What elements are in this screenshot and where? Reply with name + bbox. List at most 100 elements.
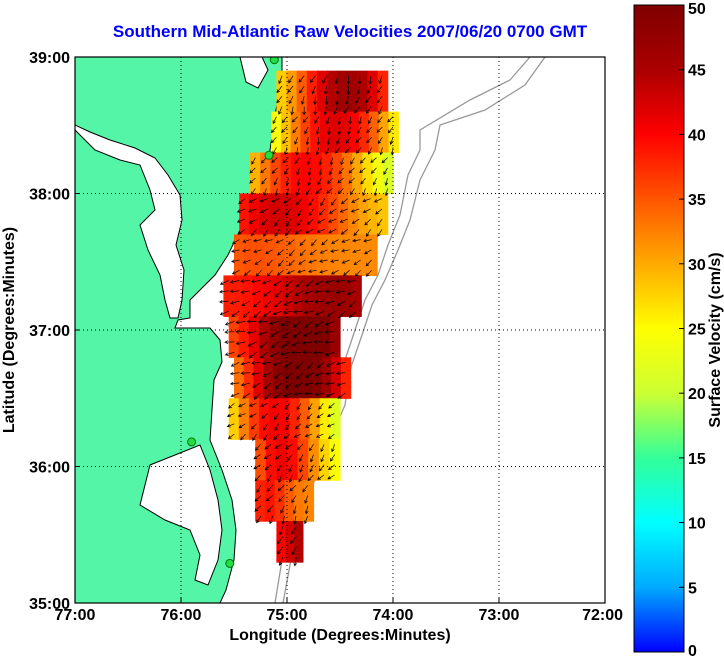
velocity-vector xyxy=(335,290,346,294)
velocity-cell xyxy=(309,316,321,358)
colorbar: 0 5 10 15 20 25 30 35 40 45 50 Surface Velocity (c… xyxy=(633,1,724,659)
velocity-cell xyxy=(233,275,244,317)
velocity-vector xyxy=(274,229,280,237)
velocity-vector xyxy=(325,321,335,326)
velocity-vector xyxy=(340,229,348,235)
velocity-vector xyxy=(313,331,324,336)
velocity-vector xyxy=(254,505,262,512)
velocity-vector xyxy=(314,299,325,304)
velocity-vector xyxy=(359,167,366,174)
velocity-vector xyxy=(325,280,335,284)
velocity-vector xyxy=(335,361,346,366)
velocity-vector xyxy=(305,137,310,146)
velocity-vector xyxy=(364,218,371,226)
velocity-vector xyxy=(266,259,273,267)
velocity-vector xyxy=(322,75,327,84)
velocity-vector xyxy=(296,413,302,421)
velocity-vector xyxy=(317,218,326,224)
velocity-vector xyxy=(326,310,335,317)
velocity-vector xyxy=(226,413,235,418)
y-tick-label: 38:00 xyxy=(29,187,70,204)
velocity-vector xyxy=(300,96,305,105)
velocity-cell xyxy=(378,111,390,154)
velocity-cell xyxy=(346,234,358,276)
velocity-vector xyxy=(319,269,328,274)
velocity-vector xyxy=(238,423,246,429)
colorbar-label: Surface Velocity (cm/s) xyxy=(707,252,724,427)
velocity-vector xyxy=(229,289,240,294)
velocity-vector xyxy=(288,259,295,266)
velocity-cell xyxy=(316,70,328,113)
velocity-vector xyxy=(277,546,284,555)
velocity-vector xyxy=(240,382,250,387)
velocity-vector xyxy=(340,198,348,205)
velocity-vector xyxy=(327,177,333,185)
velocity-vector xyxy=(264,464,272,471)
velocity-vector xyxy=(237,229,246,235)
velocity-vector xyxy=(289,485,297,492)
velocity-vector xyxy=(291,116,298,123)
velocity-vector xyxy=(315,147,320,156)
velocity-vector xyxy=(343,270,350,276)
velocity-vector xyxy=(313,351,324,355)
velocity-vector xyxy=(251,361,261,365)
velocity-vector xyxy=(299,239,306,246)
radar-site-marker xyxy=(187,437,197,447)
velocity-vector xyxy=(323,106,328,116)
velocity-vector xyxy=(294,229,303,235)
velocity-cell xyxy=(329,439,341,481)
velocity-vector xyxy=(272,208,280,215)
velocity-vector xyxy=(246,330,257,335)
velocity-cell xyxy=(252,275,264,317)
colorbar-tick-label: 0 xyxy=(688,643,697,659)
velocity-cell xyxy=(341,275,352,317)
velocity-vector xyxy=(295,362,304,369)
velocity-cell xyxy=(328,193,339,236)
velocity-vector xyxy=(295,280,304,288)
velocity-cell xyxy=(290,152,302,195)
velocity-vector xyxy=(294,382,304,388)
velocity-vector xyxy=(260,403,268,407)
velocity-vector xyxy=(297,208,303,217)
velocity-vector xyxy=(328,228,337,234)
y-tick-label: 39:00 xyxy=(29,50,70,67)
velocity-vector xyxy=(277,249,284,256)
radar-site-marker xyxy=(225,558,235,568)
velocity-vector xyxy=(259,198,268,203)
velocity-vector xyxy=(352,249,361,254)
y-tick-label: 36:00 xyxy=(29,460,70,477)
velocity-vector xyxy=(311,85,316,95)
velocity-vector xyxy=(350,157,355,165)
velocity-vector xyxy=(229,371,240,376)
velocity-vector xyxy=(326,413,335,418)
velocity-vector xyxy=(377,137,383,145)
velocity-vector xyxy=(283,198,291,204)
velocity-vector xyxy=(346,85,351,95)
velocity-cell xyxy=(340,357,352,399)
velocity-vector xyxy=(285,188,290,197)
velocity-vector xyxy=(287,239,295,245)
velocity-vector xyxy=(291,350,302,355)
velocity-vector xyxy=(366,136,373,144)
velocity-cell xyxy=(292,275,303,317)
velocity-cell xyxy=(264,234,276,276)
velocity-cell xyxy=(352,152,363,195)
velocity-vector xyxy=(273,392,282,399)
velocity-vector xyxy=(323,85,328,95)
velocity-cell xyxy=(337,70,348,113)
velocity-vector xyxy=(274,454,282,460)
velocity-cell xyxy=(348,193,359,236)
velocity-vectors xyxy=(219,75,395,567)
velocity-vector xyxy=(309,249,317,256)
velocity-vector xyxy=(264,300,272,308)
velocity-vector xyxy=(288,75,294,84)
velocity-cell xyxy=(268,193,280,236)
velocity-vector xyxy=(249,177,256,184)
velocity-vector xyxy=(383,167,388,175)
velocity-cell xyxy=(276,521,286,563)
velocity-vector xyxy=(281,116,288,124)
velocity-vector xyxy=(368,75,373,85)
velocity-cell xyxy=(276,439,288,481)
velocity-vector xyxy=(376,95,383,104)
